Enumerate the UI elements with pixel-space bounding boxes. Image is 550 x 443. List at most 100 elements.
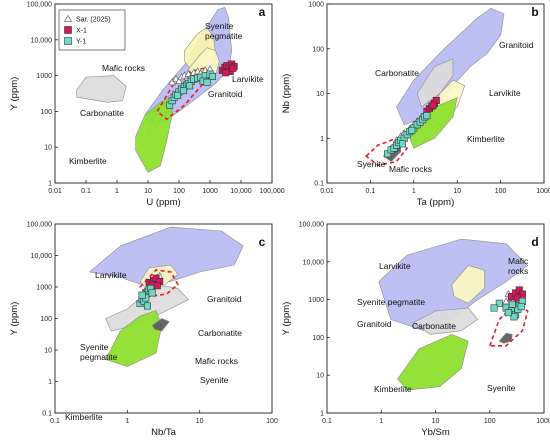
panel-label: c xyxy=(259,235,266,249)
point-x-1 xyxy=(153,282,161,290)
field-label: Mafic rocks xyxy=(389,164,432,174)
point-y-1 xyxy=(490,304,498,312)
field-label: Kimberlite xyxy=(467,134,505,144)
field-label: rocks xyxy=(508,266,528,276)
x-tick-label: 100,000 xyxy=(259,188,284,195)
y-tick-label: 1 xyxy=(48,379,52,386)
x-tick-label: 100 xyxy=(495,188,507,195)
field-label: Granitoid xyxy=(208,89,243,99)
x-axis-label: Ta (ppm) xyxy=(417,197,454,208)
y-tick-label: 0.1 xyxy=(314,181,324,188)
field-label: Granitoid xyxy=(207,294,242,304)
field-label: Syenite xyxy=(80,342,109,352)
y-tick-label: 10 xyxy=(316,91,324,98)
panel-label: b xyxy=(531,5,538,19)
kimberlite-field xyxy=(397,334,469,391)
point-y-1 xyxy=(495,299,503,307)
carbonatite-field xyxy=(416,58,454,108)
y-tick-label: 10 xyxy=(44,348,52,355)
point-y-1 xyxy=(508,300,516,308)
point-y-1 xyxy=(203,78,211,86)
x-tick-label: 0.1 xyxy=(81,188,91,195)
field-label: Larvikite xyxy=(489,88,521,98)
point-y-1 xyxy=(510,313,518,321)
mafic-rocks-outline xyxy=(364,137,409,167)
field-label: pegmatite xyxy=(80,352,118,362)
x-axis-label: U (ppm) xyxy=(146,197,180,208)
carbonatite-field xyxy=(76,75,127,103)
y-tick-label: 1 xyxy=(320,136,324,143)
syenite-field xyxy=(151,318,170,332)
field-label: Granitoid xyxy=(357,319,392,329)
point-y-1 xyxy=(408,126,416,134)
x-tick-label: 10 xyxy=(453,188,461,195)
legend-marker xyxy=(64,26,72,34)
field-label: Larvikite xyxy=(95,270,127,280)
y-axis-label: Y (ppm) xyxy=(9,302,20,336)
y-tick-label: 1000 xyxy=(308,2,324,9)
point-y-1 xyxy=(143,302,151,310)
y-tick-label: 100 xyxy=(312,335,324,342)
y-tick-label: 1000 xyxy=(36,285,52,292)
y-tick-label: 100,000 xyxy=(27,2,52,9)
y-tick-label: 100 xyxy=(312,46,324,53)
x-tick-label: 0.01 xyxy=(320,188,334,195)
y-tick-label: 1 xyxy=(48,181,52,188)
larvikite-field xyxy=(451,265,485,304)
y-tick-label: 10,000 xyxy=(303,259,325,266)
point-x-1 xyxy=(222,69,230,77)
y-tick-label: 10 xyxy=(316,373,324,380)
point-y-1 xyxy=(208,72,216,80)
x-tick-label: 1000 xyxy=(536,188,550,195)
y-axis-label: Nb (ppm) xyxy=(281,74,292,114)
point-x-1 xyxy=(429,101,437,109)
panel-label: d xyxy=(531,235,538,249)
y-tick-label: 0.1 xyxy=(42,411,52,418)
plot-frame xyxy=(54,3,273,184)
field-label: pegmatite xyxy=(205,31,243,41)
y-tick-label: 1 xyxy=(320,411,324,418)
x-tick-label: 0.1 xyxy=(50,418,60,425)
field-label: Granitoid xyxy=(499,40,534,50)
field-label: Syenite pegmatite xyxy=(357,297,425,307)
point-y-1 xyxy=(517,303,525,311)
x-axis-label: Yb/Sm xyxy=(421,427,450,438)
field-label: Carbonatite xyxy=(198,328,242,338)
x-tick-label: 100 xyxy=(173,188,185,195)
y-tick-label: 100,000 xyxy=(27,222,52,229)
y-tick-label: 100,000 xyxy=(299,222,324,229)
kimberlite-field xyxy=(105,310,163,367)
point-y-1 xyxy=(399,140,407,148)
x-tick-label: 100 xyxy=(266,418,278,425)
granitoid-field xyxy=(88,226,244,288)
syenite-field xyxy=(498,332,513,344)
point-x-1 xyxy=(229,64,237,72)
legend-marker xyxy=(64,37,72,45)
point-y-1 xyxy=(148,289,156,297)
x-tick-label: 1 xyxy=(412,188,416,195)
field-label: Larvikite xyxy=(379,261,411,271)
field-label: Kimberlite xyxy=(374,384,412,394)
x-tick-label: 1 xyxy=(379,418,383,425)
y-axis-label: Y (ppm) xyxy=(281,302,292,336)
x-tick-label: 1000 xyxy=(202,188,218,195)
field-label: Syenite xyxy=(487,383,516,393)
legend-label: Sar. (2025) xyxy=(76,17,111,24)
field-label: Mafic rocks xyxy=(195,356,238,366)
y-tick-label: 10 xyxy=(44,145,52,152)
legend-marker xyxy=(63,14,73,22)
mafic-rocks-outline xyxy=(488,302,529,347)
legend-label: X-1 xyxy=(76,28,87,35)
y-tick-label: 10,000 xyxy=(31,37,53,44)
field-label: Syenite xyxy=(205,21,234,31)
point-y-1 xyxy=(423,112,431,120)
kimberlite-field xyxy=(135,96,173,173)
point-x-1 xyxy=(518,290,526,298)
field-label: Mafic rocks xyxy=(102,63,145,73)
field-label: Carbonatite xyxy=(412,321,456,331)
x-tick-label: 1000 xyxy=(536,418,550,425)
point-y-1 xyxy=(504,309,512,317)
carbonatite-field xyxy=(413,307,479,335)
field-label: Kimberlite xyxy=(69,156,107,166)
